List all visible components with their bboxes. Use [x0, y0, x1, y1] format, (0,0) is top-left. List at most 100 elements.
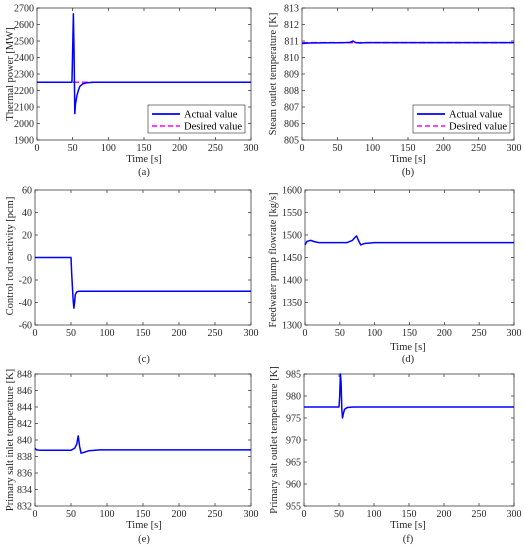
- panel-d-xlabel: Time [s]: [390, 342, 426, 353]
- panel-f-ytick-label: 970: [286, 436, 301, 447]
- panel-a-xlabel: Time [s]: [126, 154, 162, 165]
- panel-c-ylabel: Control rod reactivity [pcm]: [5, 197, 16, 316]
- panel-b-xtick-label: 100: [365, 143, 380, 154]
- panel-b-xtick-label: 50: [332, 143, 342, 154]
- panel-a-ytick-label: 2600: [14, 20, 34, 31]
- panel-b-xtick-label: 200: [436, 143, 451, 154]
- panel-b-ytick-label: 810: [284, 53, 299, 64]
- panel-b: 0 50 100 150 200 250 300 805 806 807 808 809 810 811 8…: [268, 4, 522, 179]
- panel-a-legend-box: [147, 104, 246, 134]
- panel-f-ytick-label: 965: [286, 458, 301, 469]
- panel-a-legend: Actual value Desired value: [147, 104, 246, 134]
- panel-d-ytick-label: 1350: [282, 298, 302, 309]
- panel-c-ytick-label: 0: [27, 253, 32, 264]
- panel-e-ytick-label: 840: [17, 436, 32, 447]
- plot-area-a: 0 50 100 150 200 250 300 1900 2000 2100 2200 2300 24…: [14, 4, 259, 155]
- panel-a-ytick-label: 2000: [14, 119, 34, 130]
- panel-a-ytick-label: 2400: [14, 53, 34, 64]
- panel-b-ytick-label: 806: [284, 119, 299, 130]
- panel-f-xtick-label: 150: [402, 509, 417, 520]
- panel-b-series-actual-value-line: [301, 40, 514, 45]
- panel-d-ytick-label: 1550: [282, 208, 302, 219]
- panel-c-xtick-label: 250: [208, 328, 223, 339]
- panel-f-ytick-label: 975: [286, 414, 301, 425]
- panel-f-xtick-label: 50: [334, 509, 344, 520]
- panel-b-ytick-label: 812: [284, 20, 299, 31]
- panel-d: 0 50 100 150 200 250 300 1300 1350 1400 1450 1500 15…: [268, 186, 522, 366]
- panel-a-xtick-label: 0: [35, 143, 40, 154]
- panel-e-ytick-label: 834: [17, 485, 32, 496]
- panel-c-xtick-label: 50: [66, 328, 76, 339]
- panel-e-ytick-label: 836: [17, 469, 32, 480]
- panel-c-ytick-label: -60: [19, 321, 32, 332]
- panel-b-legend-label-actual: Actual value: [449, 110, 503, 121]
- panel-b-ylabel: Steam outlet temperature [K]: [268, 13, 279, 136]
- panel-e-ytick-label: 832: [17, 502, 32, 513]
- panel-c-xtick-label: 150: [136, 328, 151, 339]
- panel-e-xtick-label: 50: [66, 509, 76, 520]
- panel-d-ylabel: Feedwater pump flowrate [kg/s]: [268, 193, 279, 328]
- panel-c-ytick-label: 40: [22, 208, 32, 219]
- panel-e-series-actual-value-line: [34, 435, 251, 454]
- panel-b-legend: Actual value Desired value: [412, 104, 511, 134]
- panel-d-xtick-label: 250: [472, 328, 487, 339]
- panel-a-ytick-label: 2700: [14, 4, 34, 15]
- panel-b-legend-label-desired: Desired value: [449, 122, 507, 133]
- panel-e-xlabel: Time [s]: [126, 520, 162, 531]
- panel-a-ylabel: Thermal power [MW]: [5, 27, 16, 120]
- panel-e-xtick-label: 200: [172, 509, 187, 520]
- panel-b-xtick-label: 250: [471, 143, 486, 154]
- panel-f-caption: (f): [403, 534, 414, 545]
- panel-f-axes-frame: [303, 373, 515, 507]
- panel-e-xtick-label: 100: [100, 509, 115, 520]
- panel-d-axes-frame: [304, 189, 515, 326]
- panel-d-xtick-label: 100: [367, 328, 382, 339]
- panel-f-xtick-label: 300: [507, 509, 522, 520]
- panel-d-xtick-label: 50: [335, 328, 345, 339]
- panel-e-ytick-label: 844: [17, 403, 32, 414]
- panel-e-ylabel: Primary salt inlet temperature [K]: [5, 369, 16, 511]
- panel-e-xtick-label: 250: [208, 509, 223, 520]
- panel-e-xtick-label: 150: [136, 509, 151, 520]
- panel-d-caption: (d): [402, 354, 415, 365]
- panel-c-xtick-label: 0: [33, 328, 38, 339]
- panel-d-ytick-label: 1300: [282, 321, 302, 332]
- plot-area-f: 0 50 100 150 200 250 300 955 960 965 970 975 980 985: [286, 370, 522, 521]
- panel-e-ytick-label: 848: [17, 370, 32, 381]
- panel-b-xtick-label: 0: [300, 143, 305, 154]
- panel-e-ytick-label: 838: [17, 452, 32, 463]
- panel-e-xtick-label: 300: [244, 509, 259, 520]
- panel-b-ytick-label: 808: [284, 86, 299, 97]
- panel-c: 0 50 100 150 200 250 300 -60 -40 -20 0 20 40 60 Contr…: [5, 186, 259, 366]
- panel-a-ytick-label: 2300: [14, 70, 34, 81]
- panel-b-ytick-label: 813: [284, 4, 299, 15]
- panel-f-ytick-label: 960: [286, 480, 301, 491]
- panel-c-caption: (c): [138, 354, 150, 365]
- panel-f-ytick-label: 955: [286, 502, 301, 513]
- panel-c-xtick-label: 100: [100, 328, 115, 339]
- panel-a-xtick-label: 150: [137, 143, 152, 154]
- panel-b-xlabel: Time [s]: [390, 154, 426, 165]
- panel-a-legend-label-desired: Desired value: [184, 122, 242, 133]
- panel-b-ytick-label: 809: [284, 70, 299, 81]
- panel-b-xtick-label: 150: [401, 143, 416, 154]
- panel-e-caption: (e): [138, 534, 150, 545]
- panel-b-ytick-label: 811: [284, 37, 299, 48]
- panel-a-ytick-label: 2500: [14, 37, 34, 48]
- panel-d-ytick-label: 1400: [282, 276, 302, 287]
- panel-c-ytick-label: 60: [22, 186, 32, 197]
- panel-a-xtick-label: 300: [244, 143, 259, 154]
- plot-area-d: 0 50 100 150 200 250 300 1300 1350 1400 1450 1500 15…: [282, 186, 522, 340]
- panel-f-xtick-label: 100: [367, 509, 382, 520]
- plot-area-e: 0 50 100 150 200 250 300 832 834 836 838 840 842 844 8…: [17, 370, 259, 521]
- panel-a-xtick-label: 200: [172, 143, 187, 154]
- panel-c-ytick-label: -20: [19, 276, 32, 287]
- panel-d-xtick-label: 150: [402, 328, 417, 339]
- panel-a-ytick-label: 2200: [14, 86, 34, 97]
- panel-c-ytick-label: 20: [22, 231, 32, 242]
- panel-d-xtick-label: 300: [507, 328, 522, 339]
- panel-e-ytick-label: 846: [17, 386, 32, 397]
- plot-area-c: 0 50 100 150 200 250 300 -60 -40 -20 0 20 40 60: [19, 186, 259, 340]
- panel-a: 0 50 100 150 200 250 300 1900 2000 2100 2200 2300 24…: [5, 4, 259, 179]
